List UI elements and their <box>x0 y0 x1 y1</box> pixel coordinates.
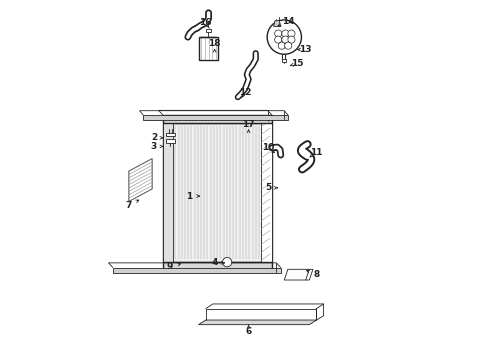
Circle shape <box>275 36 282 43</box>
Polygon shape <box>206 29 211 32</box>
Polygon shape <box>163 123 173 262</box>
Circle shape <box>278 42 285 49</box>
Polygon shape <box>198 37 218 60</box>
Text: 9: 9 <box>167 262 173 271</box>
Text: 12: 12 <box>239 88 251 97</box>
Circle shape <box>267 20 301 54</box>
Text: 3: 3 <box>151 142 157 151</box>
Text: 18: 18 <box>208 39 221 48</box>
Circle shape <box>275 30 282 37</box>
Text: 11: 11 <box>310 148 323 157</box>
Polygon shape <box>166 139 175 143</box>
Circle shape <box>288 36 295 43</box>
Polygon shape <box>284 269 309 280</box>
Polygon shape <box>163 115 272 123</box>
Polygon shape <box>261 123 272 262</box>
Text: 7: 7 <box>126 201 132 210</box>
Polygon shape <box>163 262 272 270</box>
Polygon shape <box>198 320 317 325</box>
Text: 10: 10 <box>262 143 274 152</box>
Polygon shape <box>282 59 287 62</box>
Text: 1: 1 <box>187 192 193 201</box>
Text: 13: 13 <box>299 45 312 54</box>
Text: 15: 15 <box>291 59 303 68</box>
Text: 4: 4 <box>212 258 218 267</box>
Circle shape <box>288 30 295 37</box>
Circle shape <box>282 30 289 37</box>
Text: 17: 17 <box>242 120 255 129</box>
Polygon shape <box>273 21 281 26</box>
Text: 8: 8 <box>313 270 319 279</box>
Text: 2: 2 <box>151 133 157 142</box>
Polygon shape <box>129 158 152 202</box>
Text: 6: 6 <box>245 327 252 336</box>
Polygon shape <box>166 133 174 136</box>
Polygon shape <box>113 267 281 273</box>
Circle shape <box>285 42 292 49</box>
Text: 16: 16 <box>199 18 212 27</box>
Text: 5: 5 <box>265 183 271 192</box>
Polygon shape <box>163 123 272 262</box>
Circle shape <box>282 36 289 43</box>
Text: 14: 14 <box>282 17 294 26</box>
Circle shape <box>222 257 232 267</box>
Polygon shape <box>143 115 288 120</box>
